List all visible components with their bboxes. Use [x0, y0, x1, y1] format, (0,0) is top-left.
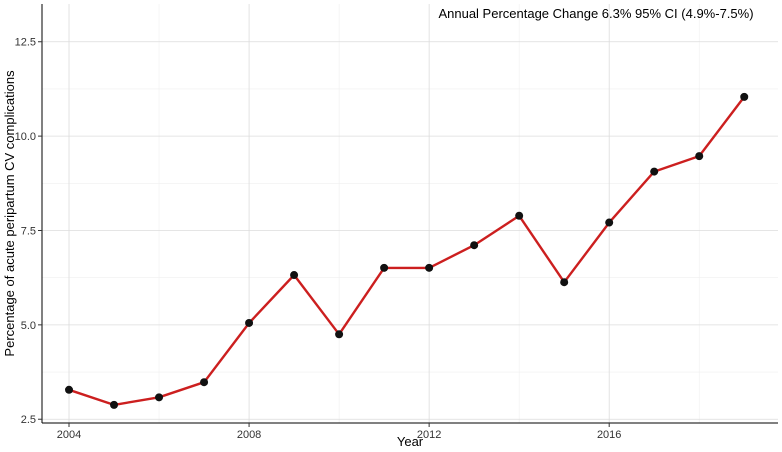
- x-tick-label: 2004: [57, 429, 81, 441]
- grid: [42, 4, 778, 423]
- data-point: [470, 241, 479, 250]
- data-point: [290, 271, 299, 280]
- y-tick-label: 5.0: [21, 320, 36, 332]
- y-tick-label: 7.5: [21, 225, 36, 237]
- axes: [38, 4, 778, 427]
- data-point: [695, 152, 704, 161]
- series-line: [68, 96, 746, 407]
- x-tick-label: 2008: [237, 429, 261, 441]
- y-tick-label: 10.0: [15, 131, 36, 143]
- data-point: [515, 211, 524, 220]
- data-point: [425, 263, 434, 272]
- data-point: [605, 218, 614, 227]
- annotation: Annual Percentage Change 6.3% 95% CI (4.…: [438, 6, 753, 21]
- data-point: [155, 393, 164, 402]
- x-tick-label: 2016: [597, 429, 621, 441]
- data-point: [200, 378, 209, 387]
- y-axis-title: Percentage of acute peripartum CV compli…: [2, 70, 17, 357]
- data-point: [65, 385, 74, 394]
- y-tick-label: 12.5: [15, 37, 36, 49]
- points-layer: [65, 92, 749, 409]
- data-point: [560, 278, 569, 287]
- data-point: [380, 263, 389, 272]
- data-point: [110, 400, 119, 409]
- y-tick-label: 2.5: [21, 414, 36, 426]
- data-point: [650, 167, 659, 176]
- x-axis-title: Year: [397, 434, 424, 449]
- x-tick-label: 2012: [417, 429, 441, 441]
- series-layer: [68, 96, 746, 407]
- data-point: [740, 92, 749, 101]
- labels-layer: Annual Percentage Change 6.3% 95% CI (4.…: [2, 6, 754, 449]
- data-point: [335, 330, 344, 339]
- data-point: [245, 318, 254, 327]
